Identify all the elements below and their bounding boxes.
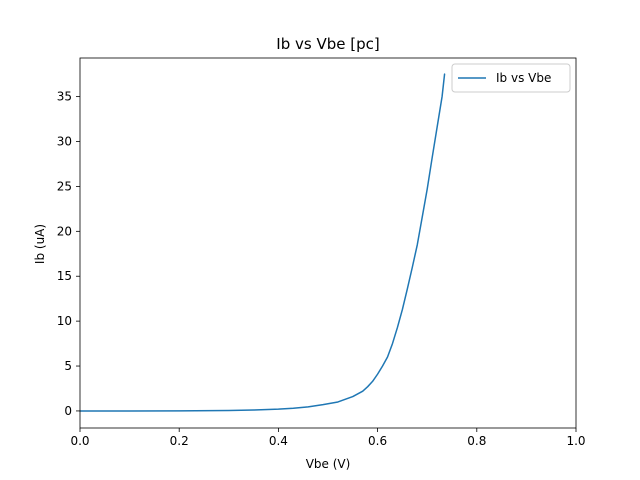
chart-title: Ib vs Vbe [pc] bbox=[276, 35, 379, 53]
x-tick-label: 0.4 bbox=[269, 434, 288, 448]
y-tick-label: 0 bbox=[64, 404, 72, 418]
x-tick-label: 1.0 bbox=[566, 434, 585, 448]
y-tick-label: 5 bbox=[64, 359, 72, 373]
y-tick-label: 10 bbox=[57, 314, 72, 328]
x-tick-label: 0.0 bbox=[70, 434, 89, 448]
series-line-0 bbox=[79, 73, 446, 412]
y-tick-label: 35 bbox=[57, 90, 72, 104]
legend-box bbox=[451, 63, 571, 93]
x-tick-label: 0.2 bbox=[170, 434, 189, 448]
y-tick-label: 20 bbox=[57, 224, 72, 238]
x-tick-label: 0.8 bbox=[467, 434, 486, 448]
x-tick-label: 0.6 bbox=[368, 434, 387, 448]
legend-label: Ib vs Vbe bbox=[496, 71, 551, 85]
plot-area: 0.0 0.2 0.4 0.6 0.8 1.0 0 5 10 15 20 25 30 35 Ib vs Vb… bbox=[57, 57, 586, 448]
y-tick-label: 15 bbox=[57, 269, 72, 283]
y-tick-label: 30 bbox=[57, 135, 72, 149]
axes-frame bbox=[79, 57, 577, 429]
x-axis-label: Vbe (V) bbox=[306, 457, 351, 471]
y-tick-label: 25 bbox=[57, 179, 72, 193]
y-axis-label: Ib (uA) bbox=[33, 224, 47, 264]
